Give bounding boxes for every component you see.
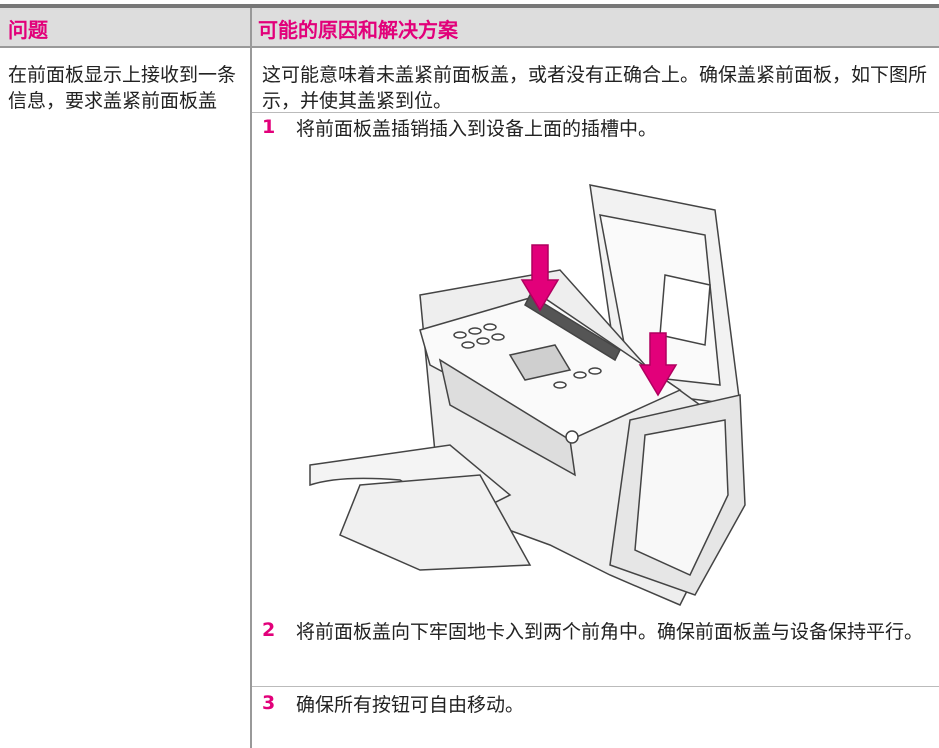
header-rule [0, 46, 939, 48]
step-text: 将前面板盖插销插入到设备上面的插槽中。 [296, 118, 658, 140]
step-text: 将前面板盖向下牢固地卡入到两个前角中。确保前面板盖与设备保持平行。 [296, 621, 924, 643]
step-number: 2 [262, 619, 276, 641]
step-number: 1 [262, 116, 276, 138]
header-cell: 可能的原因和解决方案 [258, 18, 458, 42]
step-rule [252, 112, 939, 113]
problem-text: 在前面板显示上接收到一条信息，要求盖紧前面板盖 [8, 64, 237, 112]
printer-illustration [309, 184, 746, 606]
header-row [0, 8, 939, 46]
step-number: 3 [262, 692, 276, 714]
top-rule [0, 4, 939, 8]
header-cell: 问题 [8, 18, 48, 42]
step-rule [252, 686, 939, 687]
step-text: 确保所有按钮可自由移动。 [296, 694, 525, 716]
column-divider [250, 8, 252, 748]
solution-intro: 这可能意味着未盖紧前面板盖，或者没有正确合上。确保盖紧前面板，如下图所示，并使其… [262, 64, 928, 112]
